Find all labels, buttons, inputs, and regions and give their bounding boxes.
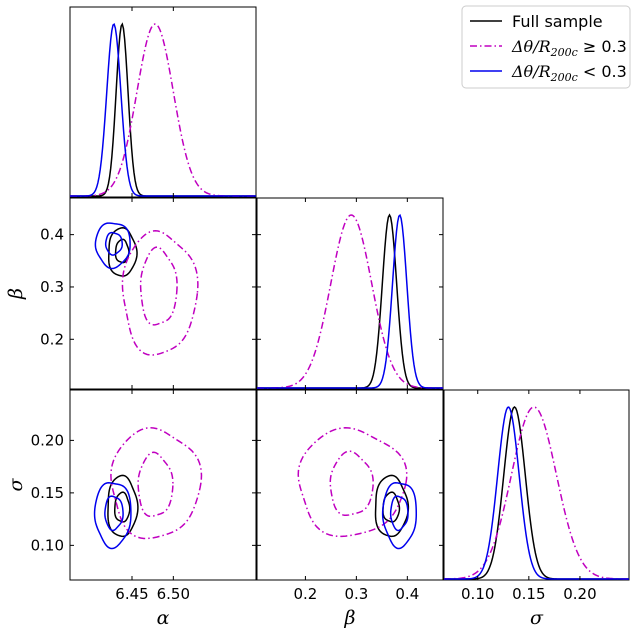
legend: Full sample Δθ/R200c ≥ 0.3 Δθ/R200c < 0.3 [461,5,631,89]
legend-label-2: Δθ/R200c < 0.3 [511,62,627,84]
xtick-label-beta: 0.4 [395,585,419,603]
xaxis-label-beta: β [344,607,356,629]
legend-frame [461,5,631,89]
marginal-beta-series-2 [257,213,443,389]
xaxis-label-sigma: σ [530,607,544,629]
yaxis-label-beta: β [5,288,27,300]
contour-beta_sigma-series-1-level-0 [329,450,374,517]
marginal-alpha-series-0 [70,22,256,197]
panel-beta-sigma [256,389,444,581]
contour-alpha_beta-series-2-level-1 [94,222,131,270]
ytick-label-sigma: 0.20 [31,431,64,449]
contour-alpha_sigma-series-1-level-1 [110,427,203,540]
xtick-label-sigma: 0.20 [563,585,596,603]
contour-beta_sigma-series-1-level-1 [297,427,408,538]
marginal-sigma-series-1 [444,406,629,580]
ytick-label-beta: 0.2 [40,330,64,348]
panel-beta-marginal [256,197,444,390]
contour-beta_sigma-series-0-level-1 [374,474,410,538]
xtick-label-beta: 0.2 [293,585,317,603]
xtick-label-sigma: 0.10 [461,585,494,603]
panel-alpha-sigma [69,389,257,581]
contour-alpha_beta-series-2-level-0 [104,231,123,256]
marginal-sigma-series-2 [444,406,629,580]
contour-alpha_beta-series-1-level-0 [139,246,178,326]
ytick-label-sigma: 0.10 [31,536,64,554]
xtick-label-alpha: 6.50 [157,585,190,603]
yaxis-label-sigma: σ [5,477,27,491]
contour-alpha_beta-series-1-level-1 [121,230,199,356]
contour-alpha_sigma-series-2-level-0 [104,495,124,532]
marginal-alpha-series-1 [70,23,256,197]
ytick-label-beta: 0.3 [40,278,64,296]
ytick-label-sigma: 0.15 [31,484,64,502]
marginal-beta-series-0 [257,213,443,389]
contour-alpha_sigma-series-2-level-1 [93,482,132,550]
legend-label-0: Full sample [512,12,603,31]
xtick-label-beta: 0.3 [344,585,368,603]
contour-alpha_sigma-series-0-level-0 [113,491,131,523]
marginal-sigma-series-0 [444,406,629,580]
xaxis-label-alpha: α [157,607,170,629]
contour-beta_sigma-series-2-level-0 [389,495,409,532]
contour-beta_sigma-series-2-level-1 [381,482,418,550]
legend-label-1: Δθ/R200c ≥ 0.3 [511,37,627,59]
panel-alpha-beta [69,197,257,390]
panel-sigma-marginal [443,389,630,581]
contour-alpha_beta-series-0-level-0 [114,238,130,264]
contour-alpha_sigma-series-1-level-0 [137,451,174,518]
marginal-alpha-series-2 [70,22,256,197]
xtick-label-alpha: 6.45 [115,585,148,603]
panels-layer: 6.45 6.50 0.2 0.3 0.4 0.10 0.15 0.20 0.2 0.3 0.4 0.… [5,6,630,629]
ytick-label-beta: 0.4 [40,226,64,244]
panel-alpha-marginal [69,6,257,198]
xtick-label-sigma: 0.15 [512,585,545,603]
marginal-beta-series-1 [257,214,443,389]
